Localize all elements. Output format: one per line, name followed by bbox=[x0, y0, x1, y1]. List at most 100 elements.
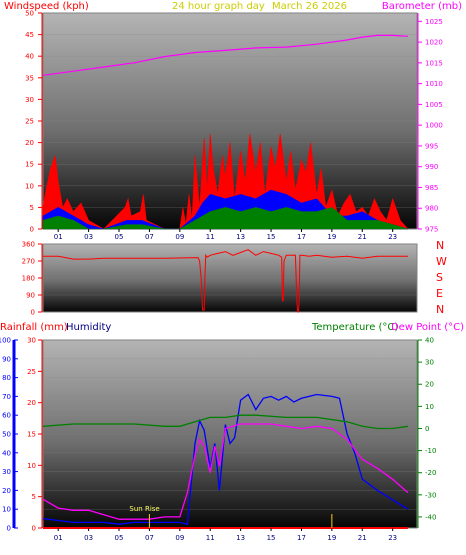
wind-x-tick-label: 17 bbox=[297, 233, 306, 241]
compass-s: S bbox=[436, 271, 443, 284]
temperature-x-tick-label: 05 bbox=[115, 534, 124, 542]
barometer-tick-label: 1015 bbox=[425, 59, 443, 67]
humidity-tick-label: 70 bbox=[2, 393, 11, 401]
humidity-tick-label: 50 bbox=[2, 431, 11, 439]
graph-title: 24 hour graph day bbox=[172, 1, 265, 12]
temperature-x-tick-label: 01 bbox=[54, 534, 63, 542]
temperature-panel bbox=[42, 339, 418, 529]
humidity-line bbox=[42, 393, 409, 526]
windspeed-tick-label: 15 bbox=[25, 161, 34, 169]
temperature-line bbox=[42, 414, 408, 430]
windspeed-tick-label: 0 bbox=[30, 226, 34, 234]
temperature-x-tick-label: 09 bbox=[175, 534, 184, 542]
barometer-tick-label: 1010 bbox=[425, 80, 443, 88]
temperature-tick-label: -30 bbox=[425, 491, 436, 499]
temperature-x-tick-label: 21 bbox=[358, 534, 367, 542]
wind-x-tick-label: 21 bbox=[358, 233, 367, 241]
compass-n-bottom: N bbox=[436, 303, 444, 316]
rainfall-axis-title: Rainfall (mm) bbox=[0, 322, 68, 333]
temperature-x-tick-label: 03 bbox=[84, 534, 93, 542]
rainfall-tick-label: 20 bbox=[27, 399, 36, 407]
windspeed-axis-title: Windspeed (kph) bbox=[4, 1, 89, 12]
compass-w: W bbox=[436, 255, 447, 268]
humidity-tick-label: 10 bbox=[2, 506, 11, 514]
barometer-tick-label: 1000 bbox=[425, 122, 443, 130]
wind-calm-area bbox=[42, 207, 408, 230]
humidity-tick-label: 60 bbox=[2, 412, 11, 420]
wind-x-tick-label: 19 bbox=[327, 233, 336, 241]
temperature-x-tick-label: 13 bbox=[236, 534, 245, 542]
barometer-tick-label: 995 bbox=[425, 142, 438, 150]
direction-tick-label: 90 bbox=[26, 292, 35, 300]
barometer-axis: 975 980 985 990 995 1000 1005 1010 1015 1020 1025 bbox=[417, 13, 443, 234]
windspeed-tick-label: 5 bbox=[30, 204, 34, 212]
rainfall-tick-label: 25 bbox=[27, 368, 36, 376]
barometer-tick-label: 975 bbox=[425, 226, 438, 234]
barometer-tick-label: 985 bbox=[425, 184, 438, 192]
barometer-tick-label: 980 bbox=[425, 205, 438, 213]
humidity-tick-label: 40 bbox=[2, 449, 11, 457]
wind-x-tick-label: 23 bbox=[388, 233, 397, 241]
graph-date: March 26 2026 bbox=[272, 1, 347, 12]
rainfall-tick-label: 30 bbox=[27, 337, 36, 345]
direction-tick-label: 360 bbox=[22, 241, 35, 249]
windspeed-tick-label: 10 bbox=[25, 182, 34, 190]
wind-direction-panel bbox=[42, 243, 418, 313]
humidity-axis-title: Humidity bbox=[66, 322, 111, 333]
wind-panel bbox=[42, 12, 418, 230]
wind-x-tick-label: 13 bbox=[236, 233, 245, 241]
humidity-tick-label: 80 bbox=[2, 374, 11, 382]
windspeed-axis: 0 5 10 15 20 25 30 35 40 45 50 bbox=[25, 10, 43, 234]
direction-tick-label: 0 bbox=[31, 309, 35, 317]
wind-x-tick-label: 07 bbox=[145, 233, 154, 241]
wind-x-tick-label: 05 bbox=[115, 233, 124, 241]
sunrise-label: Sun Rise bbox=[129, 505, 159, 513]
temperature-axis-title: Temperature (°C) bbox=[311, 322, 398, 333]
dewpoint-axis-title: Dew Point (°C) bbox=[391, 322, 464, 333]
rainfall-tick-label: 15 bbox=[27, 431, 36, 439]
compass-e: E bbox=[436, 287, 443, 300]
windspeed-tick-label: 30 bbox=[25, 96, 34, 104]
temperature-tick-label: 0 bbox=[425, 425, 429, 433]
windspeed-tick-label: 25 bbox=[25, 118, 34, 126]
compass-labels: N W S E N bbox=[436, 239, 447, 316]
barometer-tick-label: 1025 bbox=[425, 18, 443, 26]
rainfall-tick-label: 10 bbox=[27, 462, 36, 470]
rainfall-tick-label: 5 bbox=[32, 493, 36, 501]
temperature-tick-label: -20 bbox=[425, 469, 436, 477]
dewpoint-line bbox=[42, 423, 409, 520]
wind-x-tick-label: 15 bbox=[267, 233, 276, 241]
temperature-x-tick-label: 15 bbox=[267, 534, 276, 542]
humidity-tick-label: 20 bbox=[2, 487, 11, 495]
barometer-line bbox=[42, 34, 408, 76]
temperature-tick-label: 10 bbox=[425, 403, 434, 411]
wind-x-tick-label: 11 bbox=[206, 233, 215, 241]
temperature-tick-label: 20 bbox=[425, 381, 434, 389]
wind-x-tick-label: 09 bbox=[175, 233, 184, 241]
temperature-panel-axes: 0102030405060708090100051015202530-40-30… bbox=[0, 337, 436, 533]
direction-axis: 0 90 180 270 360 bbox=[22, 241, 43, 317]
temperature-tick-label: 30 bbox=[425, 359, 434, 367]
wind-x-axis: 01 03 05 07 09 11 13 15 17 19 21 23 bbox=[54, 229, 397, 241]
rainfall-tick-label: 0 bbox=[32, 525, 36, 533]
windspeed-tick-label: 50 bbox=[25, 10, 34, 18]
temperature-x-tick-label: 07 bbox=[145, 534, 154, 542]
humidity-tick-label: 0 bbox=[7, 525, 11, 533]
windspeed-tick-label: 35 bbox=[25, 74, 34, 82]
barometer-tick-label: 990 bbox=[425, 163, 438, 171]
temperature-x-tick-label: 19 bbox=[327, 534, 336, 542]
humidity-tick-label: 30 bbox=[2, 468, 11, 476]
windspeed-tick-label: 40 bbox=[25, 53, 34, 61]
barometer-tick-label: 1005 bbox=[425, 101, 443, 109]
temperature-tick-label: -40 bbox=[425, 513, 436, 521]
temperature-x-tick-label: 11 bbox=[206, 534, 215, 542]
temperature-x-tick-label: 23 bbox=[388, 534, 397, 542]
wind-direction-line bbox=[43, 249, 408, 313]
barometer-tick-label: 1020 bbox=[425, 39, 443, 47]
temperature-tick-label: 40 bbox=[425, 337, 434, 345]
direction-tick-label: 270 bbox=[22, 258, 35, 266]
humidity-tick-label: 100 bbox=[0, 337, 11, 345]
direction-tick-label: 180 bbox=[22, 275, 35, 283]
windspeed-tick-label: 20 bbox=[25, 139, 34, 147]
